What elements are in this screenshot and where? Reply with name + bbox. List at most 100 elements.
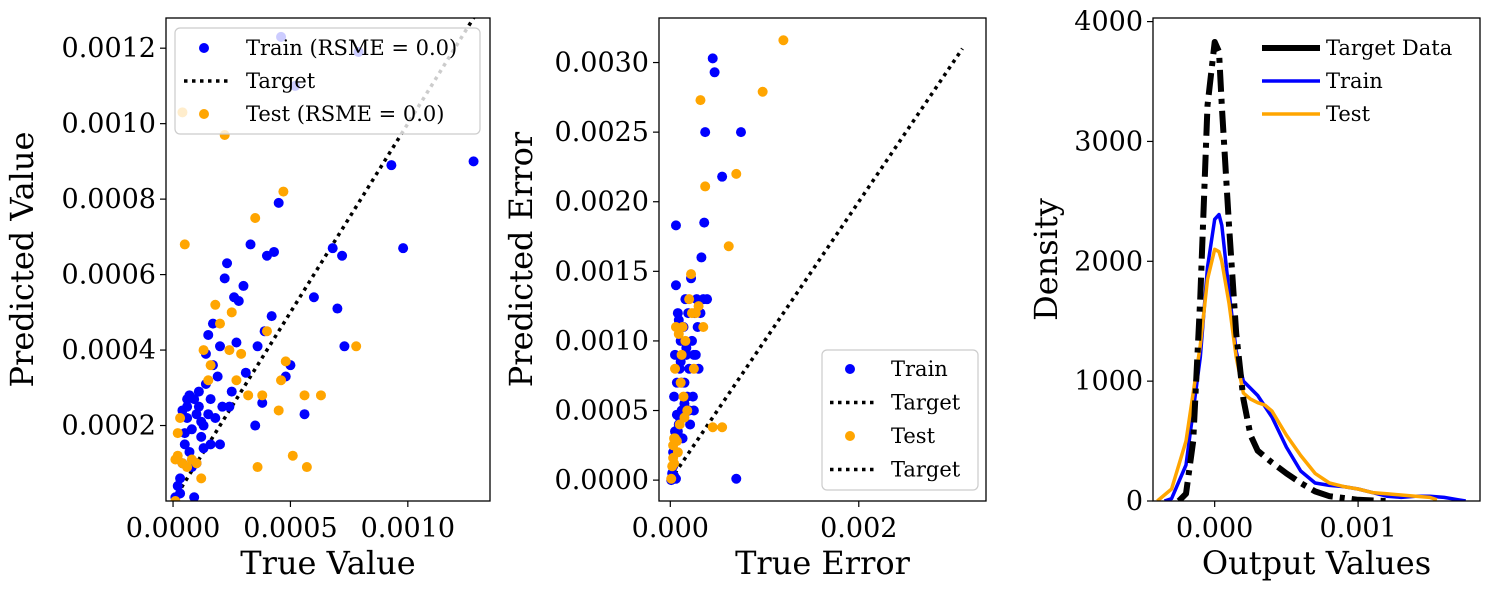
data-point — [175, 488, 186, 499]
data-point — [231, 337, 242, 348]
data-point — [198, 345, 209, 356]
kde-line-test — [1156, 247, 1438, 501]
data-point — [205, 394, 216, 405]
data-point — [301, 462, 312, 473]
data-point — [666, 473, 677, 484]
data-point — [175, 473, 186, 484]
data-point — [386, 160, 397, 171]
data-point — [684, 294, 695, 305]
data-point — [269, 246, 279, 257]
data-point — [193, 386, 204, 397]
kde-line-train — [1163, 212, 1466, 501]
legend: Train Target Test Target — [821, 349, 979, 491]
y-tick-label: 0.0015 — [555, 256, 649, 287]
y-tick-label: 0.0020 — [555, 187, 649, 218]
legend-box — [174, 27, 481, 135]
data-point — [699, 217, 710, 228]
plot-area — [666, 35, 964, 486]
y-axis-label: Predicted Value — [3, 132, 41, 388]
data-point — [198, 420, 209, 431]
legend-label: Test — [1326, 102, 1371, 126]
y-tick-label: 1000 — [1074, 366, 1143, 397]
data-point — [207, 318, 218, 329]
density-panel: 0.000 0.001 0 1000 2000 3000 4000 Output Values… — [1027, 7, 1481, 582]
data-point — [693, 301, 704, 312]
data-point — [676, 349, 687, 360]
data-point — [196, 473, 207, 484]
y-axis-label: Density — [1027, 198, 1065, 321]
data-point — [172, 450, 183, 461]
x-tick-label: 0.000 — [632, 513, 709, 544]
x-tick-label: 0.001 — [1319, 513, 1396, 544]
data-point — [702, 294, 713, 305]
legend-label: Test (RSME = 0.0) — [246, 102, 444, 126]
data-point — [696, 252, 707, 263]
y-tick-label: 0.0002 — [62, 411, 156, 442]
data-point — [179, 239, 190, 250]
data-point — [700, 127, 711, 138]
x-tick-label: 0.0005 — [243, 513, 337, 544]
data-point — [670, 220, 681, 231]
legend-label: Train (RSME = 0.0) — [246, 36, 457, 60]
data-point — [245, 239, 256, 250]
x-axis-label: Output Values — [1202, 544, 1431, 582]
data-point — [709, 67, 720, 78]
data-point — [205, 439, 216, 450]
data-point — [257, 397, 268, 408]
data-point — [203, 375, 214, 386]
legend-marker — [199, 109, 209, 119]
legend-marker — [845, 431, 855, 441]
data-point — [252, 462, 263, 473]
legend: Target Data Train Test — [1262, 36, 1452, 126]
legend: Train (RSME = 0.0) Target Test (RSME = 0.0… — [174, 27, 481, 135]
data-point — [210, 299, 221, 310]
data-point — [191, 458, 202, 469]
data-point — [670, 433, 681, 444]
x-axis-label: True Value — [240, 544, 415, 582]
data-point — [308, 292, 319, 303]
data-point — [723, 241, 734, 252]
data-point — [238, 280, 249, 291]
data-point — [278, 186, 289, 197]
y-tick-label: 0.0010 — [555, 326, 649, 357]
data-point — [261, 326, 272, 337]
data-point — [669, 391, 680, 402]
data-point — [189, 492, 200, 501]
x-tick-label: 0.002 — [820, 513, 897, 544]
data-point — [215, 439, 225, 450]
plot-area — [170, 18, 479, 501]
data-point — [731, 473, 742, 484]
data-point — [670, 280, 681, 291]
data-point — [398, 243, 409, 254]
data-point — [287, 450, 298, 461]
data-point — [217, 401, 228, 412]
y-axis-label: Predicted Error — [502, 131, 540, 387]
legend-marker — [845, 364, 855, 374]
data-point — [222, 258, 233, 269]
data-point — [215, 318, 225, 329]
data-point — [210, 412, 221, 423]
y-tick-label: 0.0006 — [62, 260, 156, 291]
data-point — [224, 345, 235, 356]
data-point — [177, 405, 188, 416]
data-point — [468, 156, 479, 167]
data-point — [276, 375, 287, 386]
data-point — [224, 401, 235, 412]
data-point — [299, 409, 310, 420]
data-point — [170, 496, 181, 501]
data-point — [327, 243, 338, 254]
data-point — [189, 394, 200, 405]
data-point — [707, 422, 718, 433]
data-point — [675, 377, 686, 388]
data-point — [205, 360, 216, 371]
y-tick-label: 2000 — [1074, 246, 1143, 277]
data-point — [219, 273, 230, 284]
data-point — [680, 335, 691, 346]
legend-label: Train — [891, 357, 948, 381]
y-tick-label: 0.0008 — [62, 184, 156, 215]
data-point — [671, 409, 682, 420]
data-point — [707, 53, 718, 64]
data-point — [172, 428, 183, 439]
legend-label: Train — [1326, 69, 1383, 93]
